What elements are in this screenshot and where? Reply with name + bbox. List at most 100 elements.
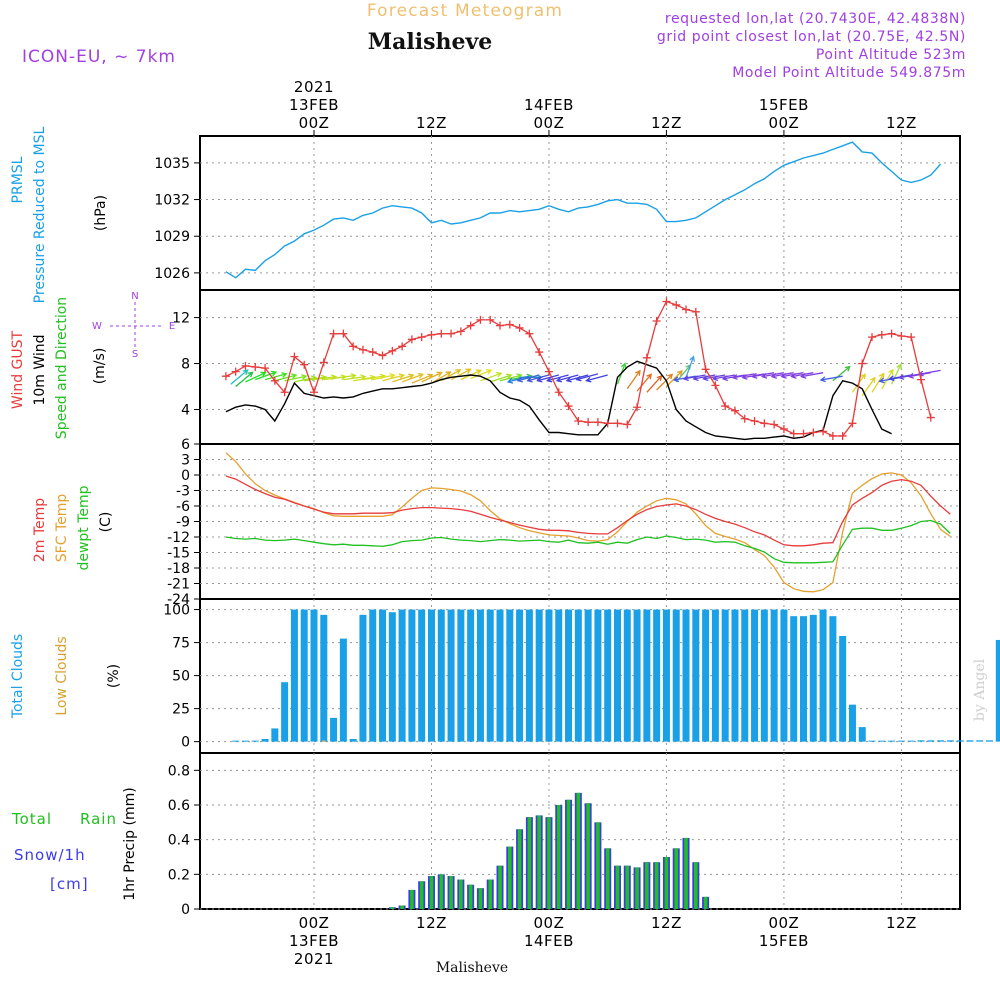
total-cloud-bar <box>565 609 573 742</box>
gust-marker <box>858 359 867 368</box>
wind-arrow <box>264 372 288 381</box>
wind-label-1: Wind GUST <box>10 330 26 409</box>
gust-marker <box>398 342 407 351</box>
total-cloud-bar <box>829 616 837 742</box>
total-cloud-bar <box>751 609 759 742</box>
wind-arrow <box>421 371 443 383</box>
total-cloud-bar <box>457 609 465 742</box>
gust-marker <box>642 353 651 362</box>
total-cloud-bar <box>780 609 788 742</box>
tick-label: -3 <box>176 484 190 500</box>
gust-marker <box>476 315 485 324</box>
clouds-unit: (%) <box>106 664 122 688</box>
total-cloud-bar <box>535 609 543 742</box>
total-cloud-bar <box>447 609 455 742</box>
wind-arrow <box>917 369 941 377</box>
total-cloud-bar <box>839 635 847 742</box>
wind-arrow <box>891 363 902 385</box>
gust-marker <box>368 348 377 357</box>
total-cloud-bar <box>320 614 328 742</box>
gust-marker <box>407 335 416 344</box>
wind-label-3: Speed and Direction <box>54 297 70 439</box>
rain-bar <box>654 862 659 909</box>
tick-label: 1035 <box>154 156 190 172</box>
temp-label-2: SFC Temp <box>54 494 70 563</box>
gust-marker <box>456 327 465 336</box>
pressure-label-1: PRMSL <box>10 156 26 203</box>
wind-arrow <box>790 372 814 379</box>
rain-bar <box>586 803 590 909</box>
gust-marker <box>799 429 808 438</box>
tick-label: -9 <box>176 515 190 531</box>
chart-title: Forecast Meteogram <box>367 1 563 21</box>
total-cloud-bar <box>995 639 1000 742</box>
wind-arrow <box>382 373 406 382</box>
total-cloud-bar <box>388 612 396 742</box>
tick-label: 0.6 <box>168 798 190 814</box>
total-cloud-bar <box>976 740 984 742</box>
rain-bar <box>684 837 688 909</box>
total-cloud-bar <box>613 609 621 742</box>
total-cloud-bar <box>662 609 670 742</box>
total-cloud-bar <box>917 740 925 742</box>
rain-bar <box>556 805 561 909</box>
gust-marker <box>623 420 632 429</box>
gust-marker <box>603 419 612 428</box>
precip-label-cm: [cm] <box>50 875 89 893</box>
gust-marker <box>515 323 524 332</box>
rain-bar <box>635 867 639 909</box>
wind-arrow <box>832 365 851 382</box>
total-cloud-bar <box>476 609 484 742</box>
wind-arrow <box>656 373 674 391</box>
gust-marker <box>544 367 553 376</box>
gust-marker <box>868 333 877 342</box>
total-cloud-bar <box>486 609 494 742</box>
tick-label: -21 <box>167 577 190 593</box>
rain-bar <box>488 879 493 909</box>
rain-bar <box>703 896 708 909</box>
rain-bar <box>537 815 541 909</box>
gust-marker <box>711 381 720 390</box>
total-cloud-bar <box>496 609 504 742</box>
total-cloud-bar <box>261 739 269 742</box>
gust-marker <box>926 413 935 422</box>
wind-gust-markers <box>221 297 935 440</box>
gust-marker <box>388 346 397 355</box>
wind-arrow <box>731 373 755 380</box>
wind-arrow <box>780 372 804 379</box>
total-cloud-bar <box>721 609 729 742</box>
time-label-top: 12Z <box>651 114 682 132</box>
gust-marker <box>789 429 798 438</box>
gust-marker <box>261 364 270 373</box>
total-cloud-bar <box>310 609 318 742</box>
requested-coords: requested lon,lat (20.7430E, 42.4838N) <box>665 11 966 27</box>
precip-unit: 1hr Precip (mm) <box>122 787 138 900</box>
gust-marker <box>691 307 700 316</box>
wind-arrow <box>819 375 843 383</box>
tick-label: 12 <box>172 311 190 327</box>
point-altitude: Point Altitude 523m <box>816 47 966 63</box>
rain-bar <box>439 874 444 909</box>
time-label-bottom: 00Z <box>534 914 565 932</box>
wind-panel: 4 8 12 Wind GUST 10m Wind Speed and Direct… <box>10 289 961 445</box>
wind-speed-line <box>225 360 892 441</box>
total-cloud-bar <box>525 609 533 742</box>
gust-marker <box>633 403 642 412</box>
wind-arrow <box>526 374 550 383</box>
tick-label: -6 <box>176 499 190 515</box>
gust-marker <box>417 333 426 342</box>
wind-arrow <box>235 371 254 387</box>
total-cloud-bar <box>379 609 387 742</box>
gust-marker <box>662 297 671 306</box>
gust-marker <box>652 317 661 326</box>
temp-unit: (C) <box>98 512 114 533</box>
rain-bar <box>566 799 571 909</box>
wind-arrow <box>555 374 579 383</box>
time-label-bottom: 14FEB <box>524 932 574 950</box>
total-cloud-bar <box>956 740 964 742</box>
total-cloud-bar <box>653 609 661 742</box>
total-cloud-bar <box>300 609 308 742</box>
rain-bar <box>596 822 600 909</box>
tick-label: -24 <box>167 592 190 608</box>
wind-arrow <box>800 372 824 379</box>
